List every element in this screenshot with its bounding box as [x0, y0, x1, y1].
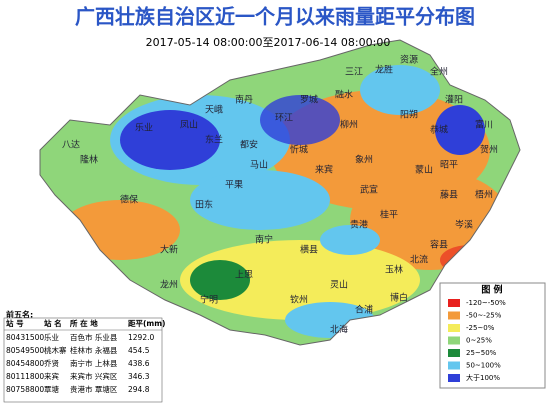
table-frame [3, 317, 163, 403]
table-header: 站 名 [44, 318, 62, 328]
legend-label: 大于100% [466, 373, 500, 382]
legend-label: 50~100% [466, 362, 501, 370]
table-cell: 80431500 [6, 333, 44, 342]
place-label: 忻城 [290, 144, 308, 156]
place-label: 马山 [250, 160, 268, 171]
legend-swatch [448, 336, 460, 345]
place-label: 阳朔 [400, 109, 418, 121]
place-label: 柳州 [340, 119, 358, 131]
place-label: 来宾 [315, 164, 333, 176]
place-label: 富川 [475, 119, 493, 131]
table-cell: 80758800 [6, 385, 44, 394]
table-cell: 1292.0 [128, 333, 154, 342]
table-cell: 80454800 [6, 359, 44, 368]
place-label: 北流 [410, 254, 428, 266]
place-label: 桂平 [380, 209, 398, 221]
table-title: 前五名: [6, 310, 33, 320]
legend-swatch [448, 361, 460, 370]
legend-label: -50~-25% [466, 312, 502, 320]
table-cell: 桂林市 永福县 [70, 345, 118, 355]
place-label: 龙州 [160, 279, 178, 291]
legend-label: 0~25% [466, 337, 492, 345]
table-cell: 来宾市 兴宾区 [70, 371, 118, 381]
table-cell: 来宾 [44, 371, 59, 381]
place-label: 南丹 [235, 94, 253, 106]
place-label: 横县 [300, 244, 318, 256]
place-label: 三江 [345, 67, 363, 78]
place-label: 凤山 [180, 120, 198, 131]
place-label: 恭城 [430, 125, 448, 136]
place-label: 环江 [275, 113, 293, 124]
place-label: 贺州 [480, 144, 498, 156]
legend: 图 例 -120~-50% -50~-25% -25~0% 0~25% 25~50% 50… [439, 282, 546, 389]
table-cell: 80111800 [6, 372, 44, 381]
place-label: 博白 [390, 292, 408, 304]
place-label: 罗城 [300, 95, 318, 106]
place-label: 灌阳 [445, 94, 463, 106]
place-label: 宁明 [200, 294, 218, 306]
place-label: 龙胜 [375, 64, 393, 76]
place-label: 德保 [120, 194, 138, 206]
place-label: 融水 [335, 89, 353, 101]
place-label: 隆林 [80, 154, 98, 166]
place-label: 都安 [240, 139, 258, 151]
place-label: 乐业 [135, 122, 153, 134]
legend-swatch [448, 324, 460, 332]
place-label: 南宁 [255, 234, 273, 246]
legend-title: 图 例 [481, 284, 502, 296]
place-label: 象州 [355, 154, 373, 166]
place-label: 钦州 [290, 294, 308, 306]
place-label: 蒙山 [415, 164, 433, 176]
place-label: 田东 [195, 199, 213, 211]
place-label: 天峨 [205, 104, 223, 116]
place-label: 资源 [400, 55, 418, 66]
table-cell: 贵港市 覃塘区 [70, 384, 118, 394]
place-labels: 八达 隆林 乐业 凤山 天峨 南丹 罗城 环江 融水 三江 龙胜 资源 全州 灌… [62, 55, 498, 336]
table-cell: 覃塘 [44, 384, 59, 394]
table-cell: 乐业 [44, 332, 59, 342]
table-cell: 454.5 [128, 346, 150, 355]
table-cell: 80549500 [6, 346, 44, 355]
map-title: 广西壮族自治区近一个月以来雨量距平分布图 [75, 5, 475, 29]
legend-label: -120~-50% [466, 299, 506, 307]
legend-label: -25~0% [466, 324, 495, 332]
place-label: 梧州 [475, 189, 493, 201]
table-header: 站 号 [6, 318, 24, 328]
place-label: 灵山 [330, 280, 348, 291]
place-label: 八达 [62, 139, 80, 151]
legend-label: 25~50% [466, 349, 497, 357]
table-header: 所 在 地 [70, 318, 98, 328]
place-label: 藤县 [440, 189, 458, 201]
place-label: 昭平 [440, 160, 458, 171]
legend-swatch [448, 349, 460, 357]
place-label: 全州 [430, 66, 448, 78]
place-label: 合浦 [355, 304, 373, 316]
place-label: 大新 [160, 244, 178, 256]
place-label: 岑溪 [455, 219, 473, 231]
table-cell: 346.3 [128, 372, 150, 381]
table-cell: 南宁市 上林县 [70, 358, 118, 368]
table-cell: 294.8 [128, 385, 150, 394]
place-label: 贵港 [350, 219, 368, 231]
legend-swatch [448, 299, 460, 307]
place-label: 平果 [225, 180, 243, 191]
place-label: 东兰 [205, 134, 223, 146]
place-label: 北海 [330, 324, 348, 336]
table-header: 距平(mm) [128, 319, 166, 328]
place-label: 上思 [235, 270, 253, 281]
table-cell: 桃木寨 [44, 345, 67, 355]
map-subtitle: 2017-05-14 08:00:00至2017-06-14 08:00:00 [146, 36, 391, 49]
table-cell: 乔贤 [44, 359, 59, 368]
legend-swatch [448, 311, 460, 320]
place-label: 玉林 [385, 264, 403, 276]
place-label: 容县 [430, 239, 448, 251]
table-cell: 438.6 [128, 359, 150, 368]
province-border [39, 39, 521, 346]
table-cell: 百色市 乐业县 [70, 332, 118, 342]
legend-swatch [448, 374, 460, 382]
place-label: 武宣 [360, 184, 378, 196]
top-five-table: 前五名: 站 号 站 名所 在 地 距平(mm) 80431500 乐业 百色市 乐业县 1… [3, 310, 166, 403]
